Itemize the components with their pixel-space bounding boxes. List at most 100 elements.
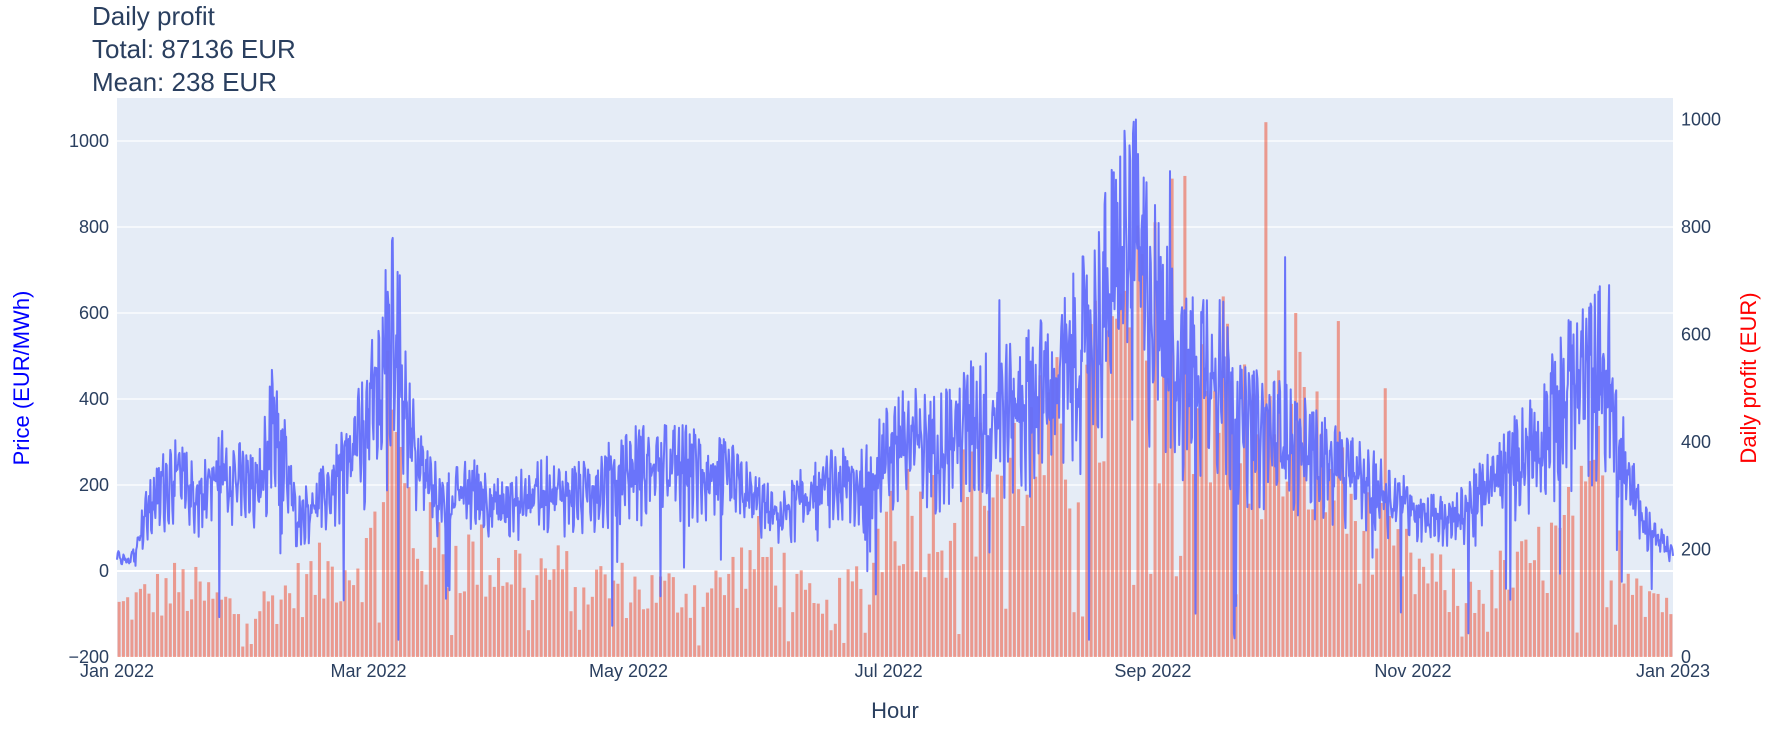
profit-bar <box>953 522 957 657</box>
profit-bar <box>603 574 607 657</box>
profit-bar <box>258 611 262 657</box>
profit-bar <box>799 570 803 657</box>
profit-bar <box>876 528 880 657</box>
profit-bar <box>744 588 748 657</box>
profit-bar <box>1277 370 1281 657</box>
profit-bar <box>1498 550 1502 657</box>
x-tick-label: Mar 2022 <box>330 661 406 681</box>
y-left-tick-label: 0 <box>99 561 109 581</box>
profit-bar <box>1387 515 1392 657</box>
profit-bar <box>680 607 684 657</box>
profit-bar <box>428 502 432 657</box>
profit-bar <box>961 449 965 657</box>
profit-bar <box>134 592 138 657</box>
profit-bar <box>347 580 351 657</box>
profit-bar <box>1034 476 1038 657</box>
profit-bar <box>1596 425 1600 657</box>
profit-bar <box>1528 563 1532 657</box>
profit-bar <box>791 612 795 657</box>
profit-bar <box>1072 612 1076 657</box>
profit-bar <box>803 589 808 657</box>
profit-bar <box>420 571 424 657</box>
profit-bar <box>616 583 620 657</box>
profit-bar <box>1392 545 1396 657</box>
profit-bar <box>360 602 364 657</box>
profit-bar <box>254 618 258 657</box>
price-line-group <box>116 118 1674 641</box>
profit-bar <box>893 541 897 657</box>
profit-bar <box>1549 522 1554 657</box>
profit-bar <box>1144 360 1149 657</box>
x-tick-label: Jan 2022 <box>80 661 154 681</box>
y-right-tick-label: 0 <box>1681 647 1691 667</box>
profit-bar <box>812 603 816 657</box>
profit-bar <box>398 446 403 657</box>
profit-bar <box>207 582 211 657</box>
profit-bar <box>552 569 556 657</box>
profit-bar <box>624 618 628 657</box>
profit-bar <box>612 580 616 657</box>
profit-bar <box>407 487 411 657</box>
profit-bar <box>1366 492 1370 657</box>
profit-bar <box>1375 548 1379 657</box>
profit-bar <box>1443 590 1447 657</box>
profit-bar <box>936 552 940 657</box>
profit-bar <box>1119 293 1123 657</box>
profit-bar <box>1630 594 1635 657</box>
profit-bar <box>1068 508 1072 657</box>
profit-bar <box>390 409 394 657</box>
profit-bar <box>1204 391 1208 657</box>
profit-bar <box>288 593 292 657</box>
profit-bar <box>556 545 560 657</box>
profit-bar <box>475 584 479 657</box>
profit-bar <box>1545 593 1549 657</box>
profit-bar <box>164 578 168 657</box>
profit-bar <box>1004 608 1008 657</box>
profit-bar <box>1409 552 1413 657</box>
profit-bar <box>1400 576 1404 657</box>
profit-bar <box>1281 496 1285 657</box>
profit-bar <box>573 587 577 657</box>
x-tick-label: Jul 2022 <box>855 661 923 681</box>
profit-bar <box>514 549 518 657</box>
profit-bar <box>1328 468 1332 657</box>
profit-bar <box>948 540 952 657</box>
profit-bar <box>1605 607 1609 657</box>
profit-bar <box>1046 392 1050 657</box>
profit-bar <box>1468 581 1473 657</box>
profit-bar <box>130 619 134 657</box>
profit-bar <box>215 592 219 657</box>
profit-bar <box>1396 529 1400 657</box>
profit-bar <box>914 571 918 657</box>
x-tick-label: May 2022 <box>589 661 668 681</box>
profit-bar <box>1481 603 1485 657</box>
profit-bar <box>249 644 253 657</box>
profit-bar <box>335 602 339 657</box>
profit-bar <box>569 611 573 657</box>
profit-bar <box>910 515 914 657</box>
profit-bar <box>1311 509 1315 657</box>
profit-bar <box>441 554 445 657</box>
profit-bar <box>850 581 854 657</box>
profit-bar <box>757 516 761 657</box>
profit-bar <box>637 589 641 657</box>
profit-bar <box>1140 253 1144 657</box>
price-line <box>116 118 1674 641</box>
profit-bar <box>1115 318 1119 657</box>
profit-bar <box>1618 530 1622 657</box>
profit-bar <box>1063 479 1068 657</box>
profit-bar <box>343 570 347 657</box>
profit-bar <box>1268 396 1272 657</box>
profit-bar <box>855 566 859 657</box>
profit-bar <box>1345 533 1349 657</box>
profit-bar <box>501 585 505 657</box>
profit-bar <box>292 608 296 657</box>
profit-bar <box>1413 594 1417 657</box>
profit-bar <box>1477 589 1481 657</box>
profit-bar <box>995 474 999 657</box>
profit-bar <box>1515 551 1519 657</box>
profit-bar <box>1170 178 1174 657</box>
profit-bar <box>620 562 624 657</box>
profit-bar <box>991 497 995 657</box>
